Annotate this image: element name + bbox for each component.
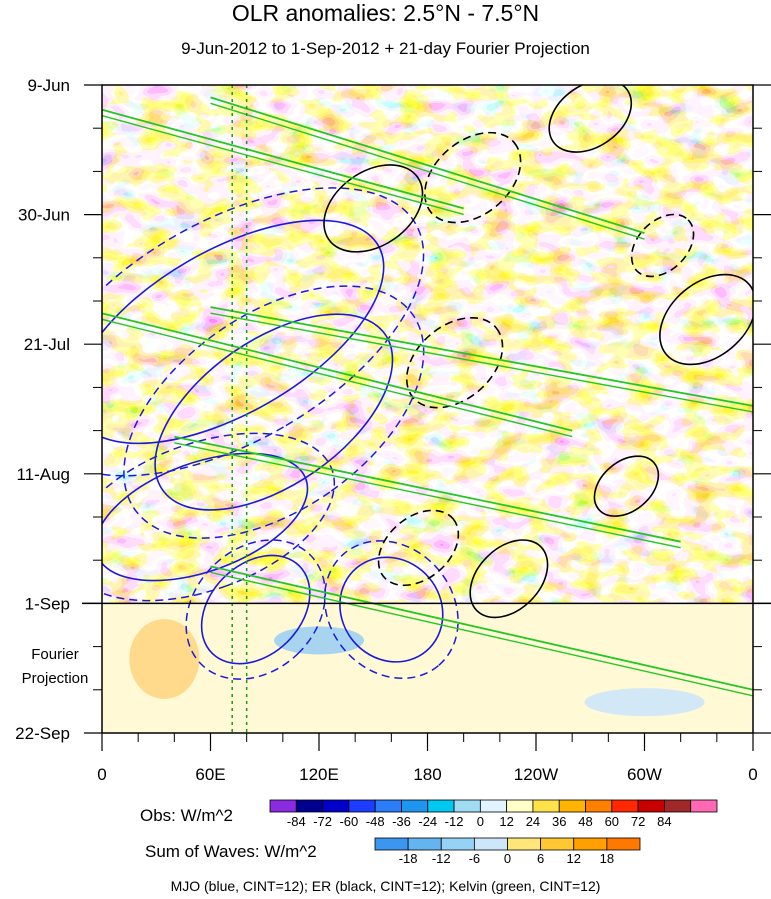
obs-colorbar-level: 12 xyxy=(499,814,513,829)
obs-colorbar-swatch xyxy=(374,799,402,813)
obs-colorbar-level: -36 xyxy=(392,814,411,829)
obs-colorbar-level: -60 xyxy=(339,814,358,829)
obs-colorbar-swatch xyxy=(637,799,665,813)
x-tick-label: 60W xyxy=(627,765,662,784)
chart-footer: MJO (blue, CINT=12); ER (black, CINT=12)… xyxy=(170,878,601,894)
kelvin-contour xyxy=(102,108,464,210)
projection-anomaly xyxy=(274,626,364,655)
obs-colorbar-level: -48 xyxy=(366,814,385,829)
kelvin-contour xyxy=(174,435,681,543)
projection-label: Projection xyxy=(22,670,89,687)
waves-colorbar-swatch xyxy=(407,837,442,851)
y-tick-label: 11-Aug xyxy=(16,465,70,484)
waves-colorbar-swatch xyxy=(374,837,409,851)
obs-colorbar-swatch xyxy=(690,799,718,813)
y-tick-label: 9-Jun xyxy=(27,76,70,95)
mjo-contour xyxy=(102,219,385,445)
obs-colorbar-level: 24 xyxy=(526,814,540,829)
x-tick-label: 0 xyxy=(97,765,106,784)
projection-label: Fourier xyxy=(31,646,79,663)
kelvin-contour xyxy=(102,115,464,216)
mjo-contour xyxy=(102,187,425,477)
waves-colorbar-level: 12 xyxy=(567,851,581,866)
y-tick-label: 30-Jun xyxy=(18,206,70,225)
obs-colorbar-level: 0 xyxy=(477,814,484,829)
obs-colorbar-level: -84 xyxy=(287,814,306,829)
waves-colorbar-swatch xyxy=(606,837,641,851)
waves-colorbar-level: 0 xyxy=(504,851,511,866)
x-tick-label: 120W xyxy=(514,765,558,784)
kelvin-contour xyxy=(210,306,753,407)
obs-colorbar-swatch xyxy=(585,799,613,813)
waves-colorbar-swatch xyxy=(440,837,475,851)
waves-colorbar-level: -6 xyxy=(469,851,481,866)
y-tick-label: 1-Sep xyxy=(25,594,70,613)
kelvin-contour xyxy=(210,571,753,697)
er-contour xyxy=(469,539,549,619)
obs-colorbar-level: 84 xyxy=(657,814,671,829)
er-contour xyxy=(659,273,753,366)
waves-colorbar-level: 18 xyxy=(600,851,614,866)
x-tick-label: 120E xyxy=(299,765,339,784)
obs-colorbar-level: 36 xyxy=(552,814,566,829)
obs-colorbar-swatch xyxy=(322,799,350,813)
waves-colorbar-level: -18 xyxy=(399,851,418,866)
obs-colorbar-swatch xyxy=(269,799,297,813)
obs-colorbar-level: -72 xyxy=(313,814,332,829)
kelvin-contour xyxy=(174,442,681,549)
mjo-contour xyxy=(123,285,425,539)
obs-colorbar-swatch xyxy=(427,799,455,813)
obs-colorbar-swatch xyxy=(664,799,692,813)
obs-colorbar-swatch xyxy=(453,799,481,813)
chart-subtitle: 9-Jun-2012 to 1-Sep-2012 + 21-day Fourie… xyxy=(181,39,590,58)
kelvin-contour xyxy=(210,96,645,234)
mjo-contour xyxy=(185,539,327,680)
obs-colorbar-swatch xyxy=(558,799,586,813)
chart-title: OLR anomalies: 2.5°N - 7.5°N xyxy=(231,0,540,26)
obs-colorbar-swatch xyxy=(348,799,376,813)
waves-colorbar-label: Sum of Waves: W/m^2 xyxy=(145,842,317,861)
obs-colorbar-level: -24 xyxy=(418,814,437,829)
x-tick-label: 60E xyxy=(195,765,225,784)
obs-colorbar-swatch xyxy=(506,799,534,813)
projection-anomaly xyxy=(584,688,705,717)
y-tick-label: 22-Sep xyxy=(15,724,70,743)
obs-colorbar-level: 72 xyxy=(631,814,645,829)
obs-colorbar-swatch xyxy=(295,799,323,813)
mjo-contour xyxy=(323,540,459,680)
obs-colorbar-label: Obs: W/m^2 xyxy=(140,806,233,825)
kelvin-contour xyxy=(210,312,753,413)
kelvin-contour xyxy=(102,312,573,432)
waves-colorbar-swatch xyxy=(507,837,542,851)
waves-colorbar-level: -12 xyxy=(432,851,451,866)
kelvin-contour xyxy=(210,565,753,691)
er-contour xyxy=(548,85,633,153)
waves-colorbar-swatch xyxy=(473,837,508,851)
kelvin-contour xyxy=(210,102,645,240)
obs-colorbar-swatch xyxy=(532,799,560,813)
obs-colorbar-swatch xyxy=(479,799,508,813)
waves-colorbar-level: 6 xyxy=(537,851,544,866)
mjo-contour xyxy=(200,554,311,665)
x-tick-label: 180 xyxy=(413,765,441,784)
er-contour xyxy=(424,131,522,224)
kelvin-contour xyxy=(102,318,573,438)
er-contour xyxy=(377,509,460,587)
projection-anomaly xyxy=(129,618,200,699)
obs-colorbar-swatch xyxy=(401,799,429,813)
obs-colorbar-level: 60 xyxy=(605,814,619,829)
y-tick-label: 21-Jul xyxy=(24,335,70,354)
er-contour xyxy=(593,455,660,517)
x-tick-label: 0 xyxy=(748,765,757,784)
obs-colorbar-swatch xyxy=(611,799,639,813)
obs-colorbar-level: 48 xyxy=(578,814,592,829)
obs-colorbar-level: -12 xyxy=(445,814,464,829)
waves-colorbar-swatch xyxy=(540,837,575,851)
waves-colorbar-swatch xyxy=(573,837,608,851)
